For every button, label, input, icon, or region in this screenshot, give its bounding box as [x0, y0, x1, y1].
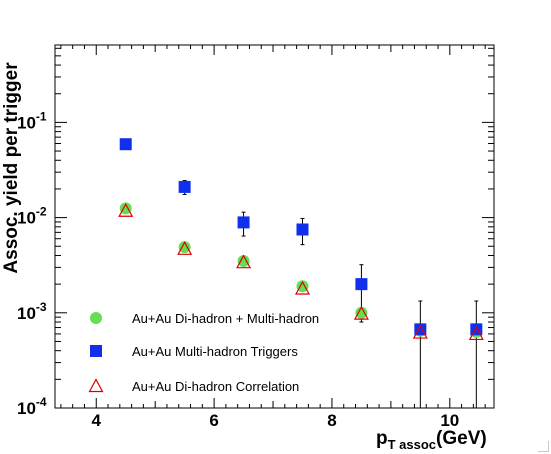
y-tick-label-base: 10 — [17, 304, 36, 323]
y-tick-label-base: 10 — [17, 113, 36, 132]
resize-grip-icon — [538, 441, 549, 452]
data-point-square — [470, 323, 483, 336]
y-tick-label-exponent: -1 — [36, 109, 47, 123]
y-tick-label-exponent: -4 — [36, 395, 47, 409]
data-point-triangle — [294, 280, 310, 295]
legend-label: Au+Au Multi-hadron Triggers — [132, 344, 298, 359]
data-point-triangle — [236, 254, 252, 269]
data-point-circle — [119, 202, 132, 215]
data-point-circle — [237, 255, 250, 268]
data-point-circle — [178, 241, 191, 254]
error-bars — [123, 139, 479, 408]
data-point-square — [355, 278, 368, 291]
data-point-square — [296, 223, 309, 236]
y-tick-label: 10-4 — [17, 395, 47, 418]
x-tick-label: 6 — [209, 411, 218, 430]
y-tick-label: 10-1 — [17, 109, 47, 132]
x-tick-label: 10 — [440, 411, 459, 430]
x-tick-label: 4 — [92, 411, 102, 430]
legend-marker-square — [90, 345, 102, 357]
data-markers — [118, 138, 484, 341]
data-point-triangle — [468, 326, 484, 341]
y-tick-label-base: 10 — [17, 399, 36, 418]
data-point-square — [178, 180, 191, 193]
data-point-circle — [296, 280, 309, 293]
legend-label: Au+Au Di-hadron Correlation — [132, 379, 299, 394]
y-tick-label-base: 10 — [17, 209, 36, 228]
data-point-circle — [355, 306, 368, 319]
y-tick-label: 10-3 — [17, 300, 47, 323]
y-axis-label: Assoc. yield per trigger — [1, 62, 22, 274]
x-tick-label: 8 — [327, 411, 336, 430]
legend: Au+Au Di-hadron + Multi-hadron Au+Au Mult… — [88, 311, 319, 394]
x-axis-label-unit: (GeV) — [436, 428, 487, 449]
x-axis-label-main: p — [376, 428, 388, 449]
data-point-triangle — [353, 305, 369, 320]
data-point-triangle — [412, 324, 428, 339]
legend-marker-circle — [90, 312, 102, 324]
data-point-square — [237, 216, 250, 229]
data-point-triangle — [177, 241, 193, 255]
y-tick-label: 10-2 — [17, 205, 47, 228]
x-axis-label-subscript: T assoc — [388, 437, 436, 452]
y-tick-label-exponent: -3 — [36, 300, 47, 314]
data-point-triangle — [118, 202, 134, 217]
x-axis-label: pT assoc(GeV) — [376, 428, 487, 452]
legend-marker-triangle — [88, 378, 104, 393]
data-point-square — [119, 138, 132, 151]
legend-label: Au+Au Di-hadron + Multi-hadron — [132, 311, 319, 326]
y-tick-label-exponent: -2 — [36, 205, 47, 219]
